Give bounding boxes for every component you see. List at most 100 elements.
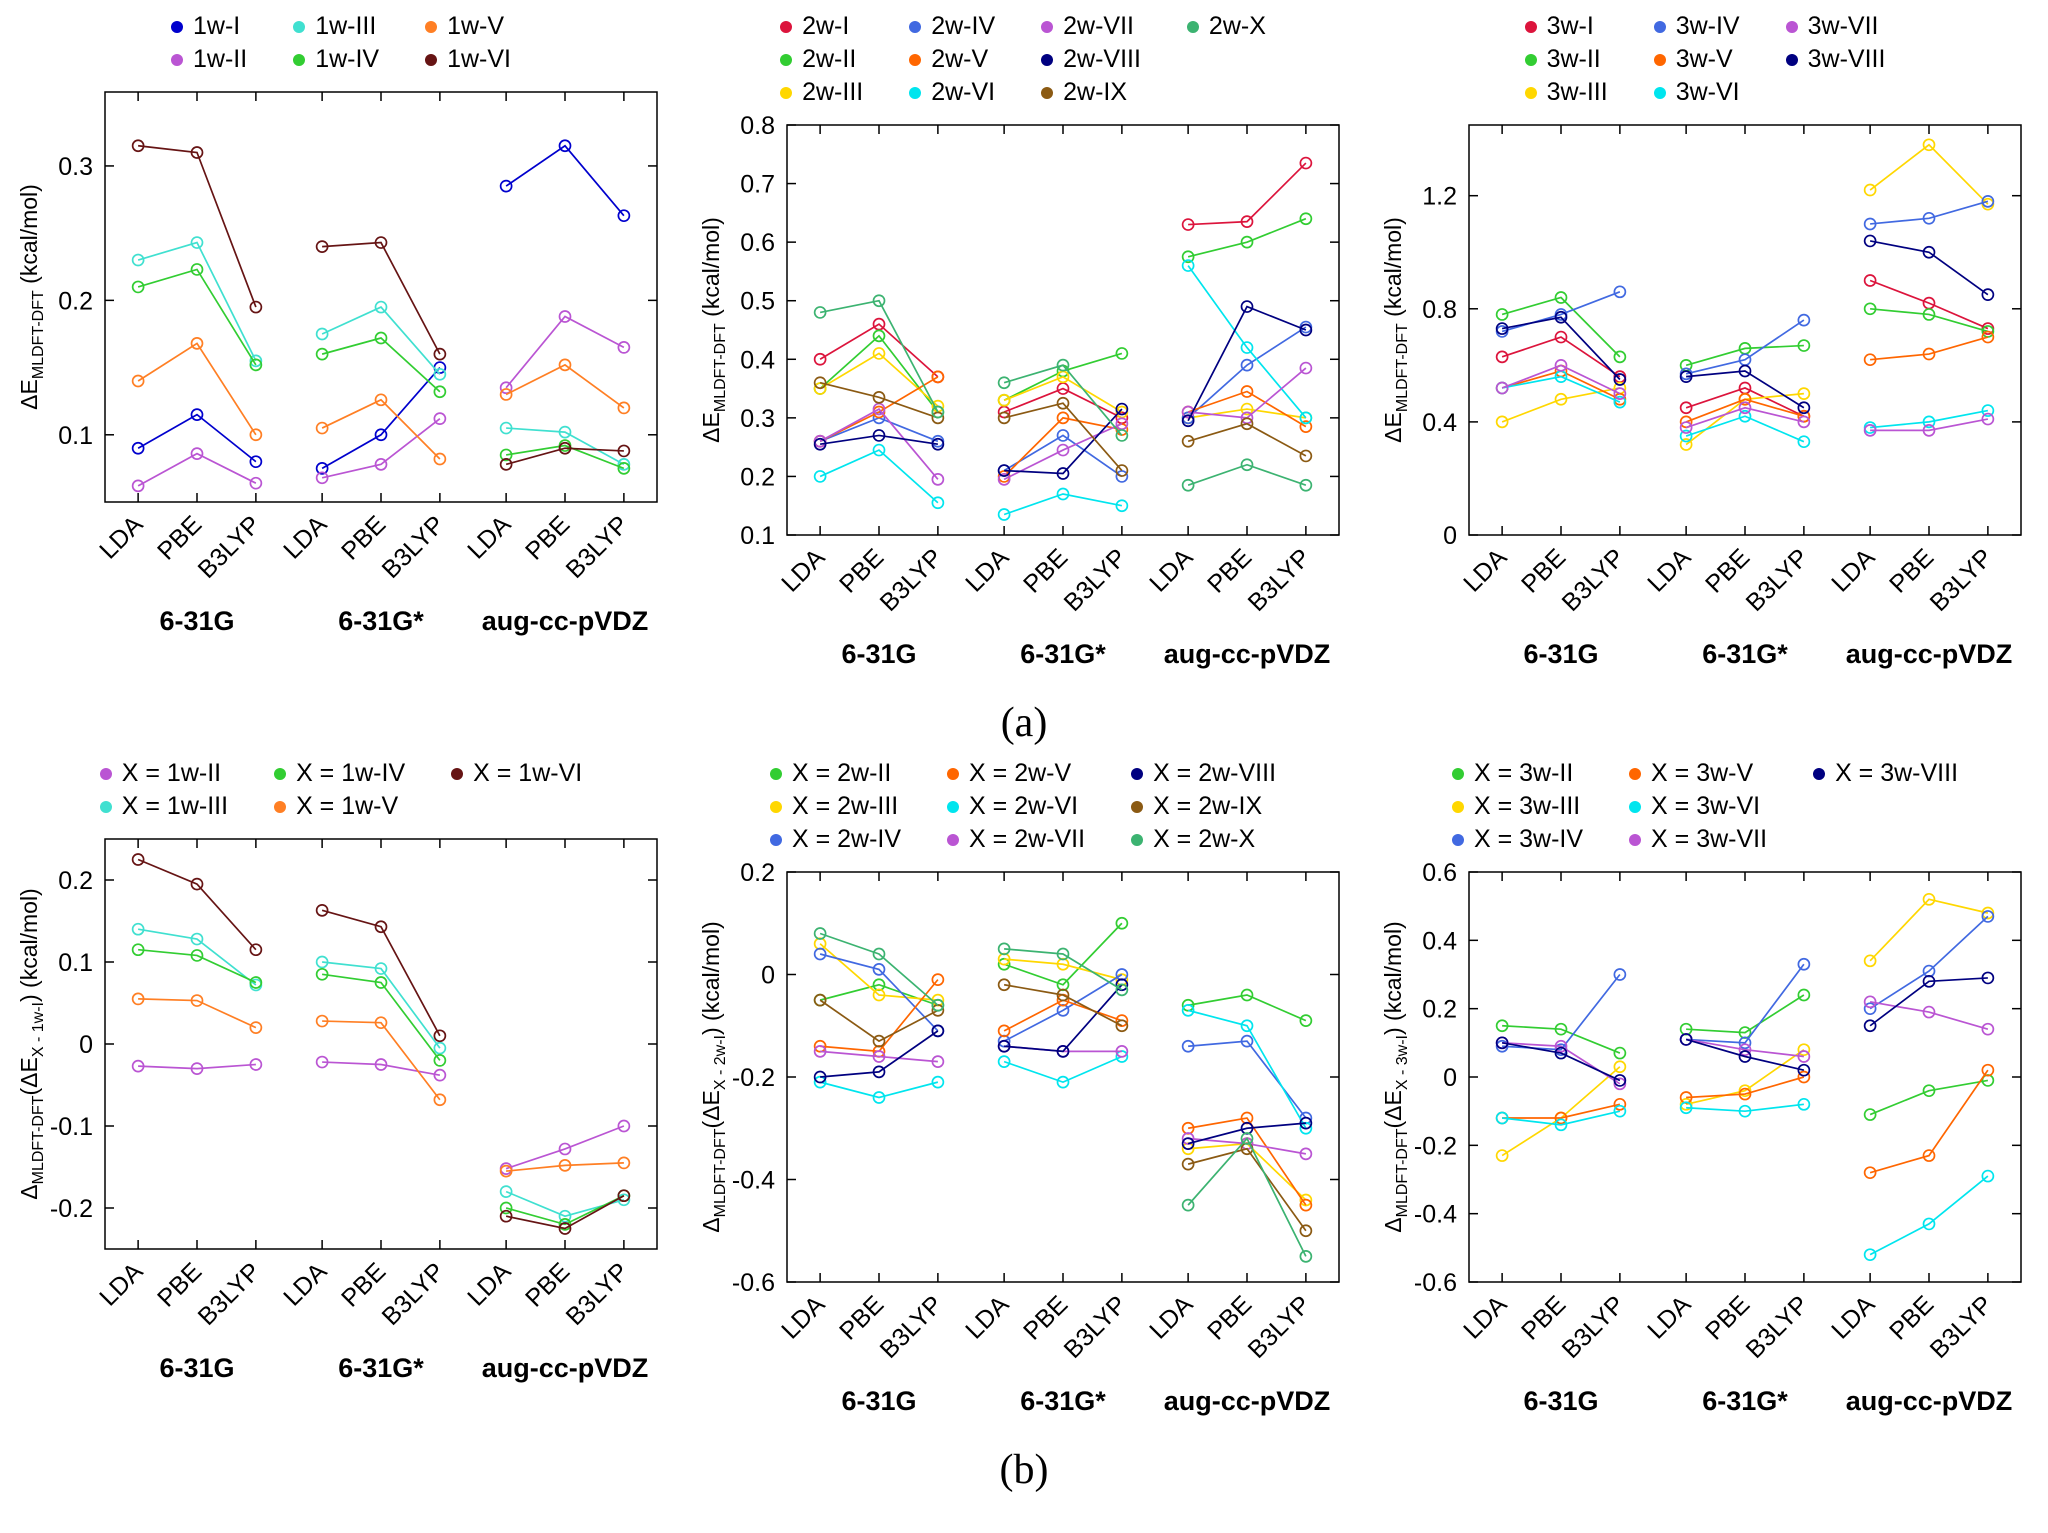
data-point bbox=[1181, 1039, 1195, 1053]
series-line bbox=[1003, 434, 1123, 478]
data-point bbox=[997, 508, 1011, 521]
legend-dot-icon bbox=[1524, 86, 1537, 99]
group-label: 6-31G bbox=[841, 639, 916, 669]
data-point bbox=[499, 1185, 513, 1198]
legend-item: X = 3w-V bbox=[1629, 757, 1767, 790]
legend-item: 1w-I bbox=[171, 10, 247, 43]
series-line bbox=[1686, 370, 1805, 409]
legend-dot-icon bbox=[780, 20, 793, 33]
data-point bbox=[558, 358, 572, 372]
data-point bbox=[1738, 1084, 1752, 1098]
data-point bbox=[1240, 341, 1254, 354]
data-point bbox=[1181, 405, 1195, 419]
y-tick-label: 0.6 bbox=[1422, 859, 1457, 887]
series-line bbox=[819, 334, 939, 413]
series-line bbox=[137, 452, 257, 487]
legend-dot-icon bbox=[1629, 833, 1642, 846]
legend-label: X = 1w-V bbox=[296, 792, 399, 820]
data-point bbox=[1738, 1050, 1752, 1063]
y-axis-label: ΔEMLDFT-DFT (kcal/mol) bbox=[1380, 217, 1411, 443]
data-point bbox=[617, 209, 631, 223]
legend-dot-icon bbox=[171, 20, 183, 33]
data-point bbox=[813, 937, 827, 951]
series-line bbox=[322, 961, 441, 1049]
data-point bbox=[1554, 1046, 1568, 1060]
series-line bbox=[321, 398, 441, 460]
data-point bbox=[1240, 215, 1254, 228]
x-tick-label: LDA bbox=[960, 543, 1014, 597]
y-tick-label: 0.5 bbox=[740, 288, 775, 316]
data-point bbox=[249, 300, 263, 314]
legend-dot-icon bbox=[1451, 800, 1464, 813]
series-line bbox=[1501, 1041, 1621, 1082]
data-point bbox=[813, 1045, 827, 1058]
data-point bbox=[1797, 339, 1811, 352]
series-line bbox=[138, 998, 257, 1029]
legend-item: X = 1w-IV bbox=[274, 757, 405, 790]
series-line bbox=[1187, 305, 1307, 422]
data-point bbox=[1797, 988, 1811, 1002]
data-point bbox=[499, 1164, 513, 1178]
x-tick-label: B3LYP bbox=[561, 1257, 635, 1331]
series-line bbox=[1187, 217, 1307, 258]
legend-item: X = 2w-IX bbox=[1131, 790, 1276, 823]
legend-dot-icon bbox=[1131, 800, 1144, 813]
y-tick-label: 0.4 bbox=[740, 346, 775, 374]
data-point bbox=[249, 428, 263, 442]
series-line bbox=[1686, 1103, 1804, 1113]
series-line bbox=[819, 381, 939, 419]
legend-label: 3w-V bbox=[1675, 45, 1733, 73]
legend-label: X = 1w-II bbox=[121, 759, 222, 787]
data-point bbox=[433, 347, 447, 361]
data-point bbox=[1181, 1137, 1195, 1150]
data-point bbox=[499, 458, 513, 471]
legend-dot-icon bbox=[99, 800, 112, 813]
panel-b-2w: X = 2w-II X = 2w-III X = 2w-IV X = 2w-V X = … bbox=[682, 753, 1364, 1446]
data-point bbox=[1738, 364, 1752, 378]
data-point bbox=[249, 354, 263, 368]
series-line bbox=[1501, 387, 1621, 423]
data-point bbox=[315, 967, 329, 981]
series-line bbox=[819, 932, 939, 1006]
legend-item: 2w-VI bbox=[909, 76, 995, 109]
data-point bbox=[1922, 211, 1936, 225]
data-point bbox=[1240, 300, 1254, 313]
data-point bbox=[1299, 1198, 1313, 1212]
group-label: aug-cc-pVDZ bbox=[1846, 1386, 2013, 1416]
y-tick-label: -0.4 bbox=[1414, 1201, 1457, 1229]
series-line bbox=[1502, 1103, 1621, 1119]
data-point bbox=[1056, 443, 1070, 457]
data-point bbox=[1115, 978, 1129, 992]
series-line bbox=[819, 943, 938, 1001]
data-point bbox=[1679, 401, 1693, 415]
series-line bbox=[1686, 963, 1805, 1044]
data-point bbox=[131, 943, 145, 957]
x-tick-label: B3LYP bbox=[1557, 1290, 1631, 1364]
x-tick-label: LDA bbox=[1458, 1290, 1512, 1344]
data-point bbox=[190, 949, 204, 962]
x-tick-label: B3LYP bbox=[1557, 543, 1631, 617]
data-point bbox=[1181, 1132, 1195, 1145]
legend-label: 1w-I bbox=[193, 12, 241, 40]
data-point bbox=[617, 401, 631, 415]
series-line bbox=[1003, 387, 1123, 419]
data-point bbox=[1922, 1149, 1936, 1162]
legend-dot-icon bbox=[1813, 767, 1826, 780]
data-point bbox=[1240, 235, 1254, 249]
data-point bbox=[190, 932, 204, 946]
data-point bbox=[315, 327, 329, 341]
group-label: aug-cc-pVDZ bbox=[1164, 1386, 1331, 1416]
data-point bbox=[1613, 1074, 1627, 1087]
series-line bbox=[819, 434, 939, 446]
data-point bbox=[872, 391, 886, 404]
legend-item: 3w-VI bbox=[1653, 76, 1740, 109]
legend-item: X = 3w-VII bbox=[1629, 823, 1767, 856]
data-point bbox=[813, 437, 827, 451]
legend-item: 3w-I bbox=[1524, 10, 1608, 43]
legend-item: 1w-II bbox=[171, 43, 247, 76]
data-point bbox=[433, 1029, 447, 1043]
data-point bbox=[374, 962, 388, 975]
series-line bbox=[1501, 296, 1621, 358]
series-line bbox=[1188, 1137, 1307, 1155]
legend-label: 1w-II bbox=[193, 45, 248, 73]
